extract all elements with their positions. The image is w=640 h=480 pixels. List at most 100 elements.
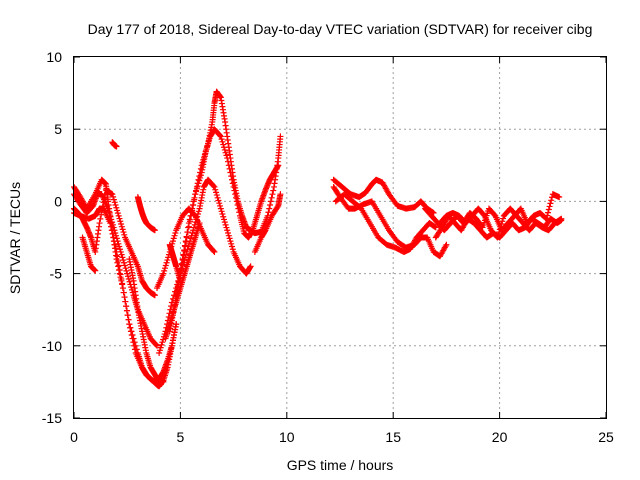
data-point	[497, 223, 504, 230]
data-point	[96, 220, 103, 227]
data-point	[266, 205, 273, 212]
data-point	[126, 278, 133, 285]
data-point	[225, 229, 232, 236]
data-point	[182, 251, 189, 258]
data-point	[265, 209, 272, 216]
y-tick-label: -15	[42, 410, 62, 426]
data-point	[98, 211, 105, 218]
data-point	[169, 238, 176, 245]
y-tick-label: 5	[54, 121, 62, 137]
data-point	[156, 350, 163, 357]
data-point	[113, 204, 120, 211]
x-tick-label: 5	[177, 429, 185, 445]
data-point	[117, 271, 124, 278]
plot-frame	[73, 56, 607, 419]
y-tick-label: 10	[46, 49, 62, 65]
data-point	[277, 191, 284, 198]
chart-title: Day 177 of 2018, Sidereal Day-to-day VTE…	[88, 21, 593, 37]
data-point	[114, 210, 121, 217]
data-point	[118, 220, 125, 227]
data-point	[267, 198, 274, 205]
data-point	[128, 284, 135, 291]
data-point	[119, 226, 126, 233]
data-point	[116, 266, 123, 273]
data-point	[114, 238, 121, 245]
data-point	[123, 307, 130, 314]
x-tick-label: 10	[279, 429, 295, 445]
data-point	[190, 224, 197, 231]
data-point	[153, 342, 160, 349]
series-arc-n1	[330, 176, 437, 216]
data-point	[230, 183, 237, 190]
data-point	[107, 213, 114, 220]
x-tick-label: 25	[598, 429, 614, 445]
data-point	[558, 215, 565, 222]
data-point	[235, 205, 242, 212]
data-point	[118, 251, 125, 258]
data-point	[113, 232, 120, 239]
data-point	[109, 191, 116, 198]
data-point	[111, 241, 118, 248]
data-point	[186, 216, 193, 223]
data-point	[157, 344, 164, 351]
data-point	[110, 224, 117, 231]
data-point	[186, 240, 193, 247]
data-point	[102, 190, 109, 197]
y-tick-label: -5	[50, 266, 63, 282]
data-point	[496, 229, 503, 236]
data-point	[217, 202, 224, 209]
data-point	[228, 240, 235, 247]
data-point	[212, 186, 219, 193]
data-point	[190, 198, 197, 205]
data-point	[110, 196, 117, 203]
data-point	[545, 209, 552, 216]
data-point	[121, 294, 128, 301]
data-point	[125, 316, 132, 323]
data-point	[153, 341, 160, 348]
data-point	[109, 219, 116, 226]
data-point	[234, 202, 241, 209]
data-point	[120, 229, 127, 236]
data-point	[187, 235, 194, 242]
series-blip-2	[134, 194, 158, 234]
data-point	[193, 188, 200, 195]
data-point	[127, 328, 134, 335]
data-point	[116, 215, 123, 222]
data-point	[124, 312, 131, 319]
x-tick-label: 15	[385, 429, 401, 445]
data-point	[229, 180, 236, 187]
data-point	[547, 200, 554, 207]
data-point	[189, 229, 196, 236]
data-point	[548, 197, 555, 204]
y-tick-label: 0	[54, 193, 62, 209]
data-point	[228, 173, 235, 180]
series-arc-e1	[126, 256, 167, 385]
data-point	[210, 248, 217, 255]
data-point	[194, 183, 201, 190]
data-point	[106, 211, 113, 218]
data-point	[162, 262, 169, 269]
data-point	[151, 227, 158, 234]
data-point	[114, 207, 121, 214]
data-point	[111, 227, 118, 234]
data-point	[105, 208, 112, 215]
data-point	[220, 141, 227, 148]
data-point	[184, 246, 191, 253]
data-point	[267, 202, 274, 209]
data-point	[225, 232, 232, 239]
data-point	[496, 226, 503, 233]
data-point	[130, 339, 137, 346]
x-tick-label: 20	[492, 429, 508, 445]
data-point	[100, 199, 107, 206]
data-point	[181, 257, 188, 264]
data-point	[192, 191, 199, 198]
data-point	[219, 138, 226, 145]
data-point	[109, 230, 116, 237]
data-point	[121, 262, 128, 269]
series-blip-1	[109, 139, 120, 150]
data-point	[115, 257, 122, 264]
data-point	[111, 199, 118, 206]
data-point	[221, 146, 228, 153]
data-point	[223, 152, 230, 159]
